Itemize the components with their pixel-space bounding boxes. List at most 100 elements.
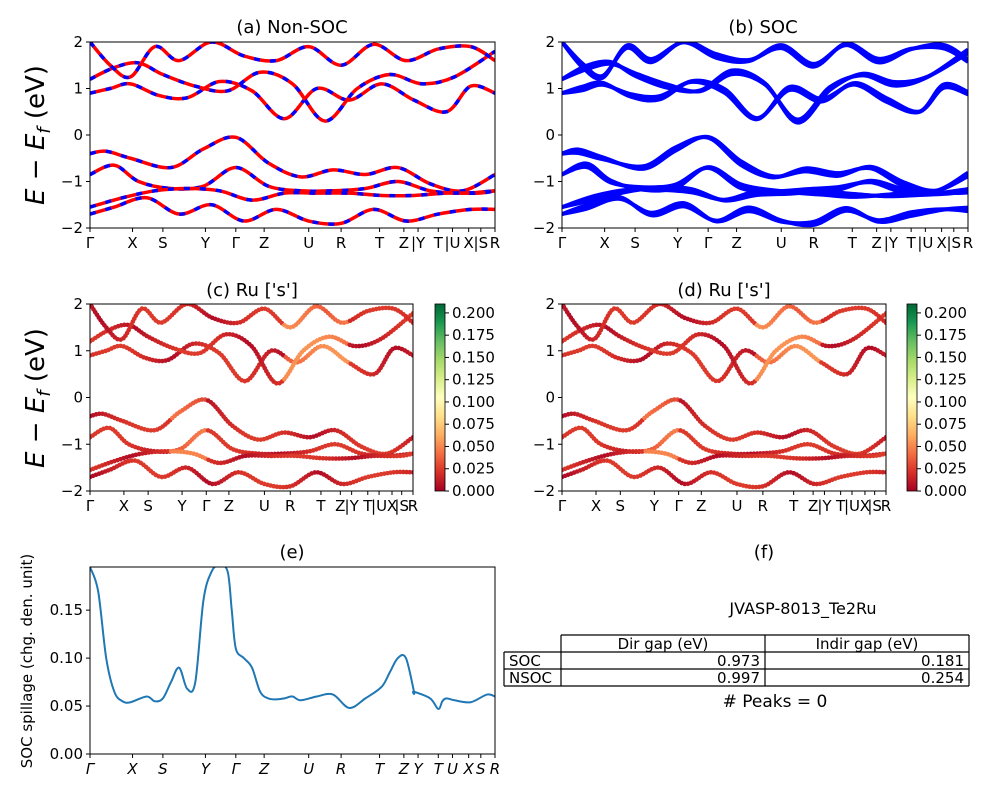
projection-point bbox=[759, 453, 764, 459]
projection-point bbox=[265, 453, 271, 459]
projection-point bbox=[323, 456, 329, 461]
projection-point bbox=[202, 428, 208, 433]
projection-point bbox=[803, 456, 809, 461]
projection-point bbox=[165, 448, 171, 454]
projection-point bbox=[755, 453, 761, 459]
projection-point bbox=[807, 456, 812, 461]
panel-c-ytick-label: 1 bbox=[73, 342, 83, 360]
projection-point bbox=[343, 456, 348, 461]
projection-point bbox=[269, 348, 275, 353]
panel-d-xtick-label: R bbox=[758, 497, 768, 515]
projection-point bbox=[727, 453, 732, 458]
projection-point bbox=[633, 449, 639, 454]
table-row-label: NSOC bbox=[509, 669, 552, 687]
colorbar-tick-label: 0.025 bbox=[924, 460, 967, 478]
projection-point bbox=[375, 453, 381, 459]
band-line-c3 bbox=[90, 42, 495, 80]
projection-point bbox=[601, 458, 607, 463]
panel-e-frame bbox=[89, 566, 496, 755]
projection-point bbox=[883, 470, 886, 475]
table-header-dir: Dir gap (eV) bbox=[618, 635, 709, 653]
panel-b-ytick-label: −2 bbox=[533, 219, 555, 237]
panel-d-title: (d) Ru ['s'] bbox=[677, 280, 770, 301]
panel-d-points bbox=[562, 304, 886, 490]
panel-e: (e) 0.000.050.100.15Γ X S Y Γ Z U R T Z Y T U X S R SOC… bbox=[18, 542, 500, 778]
panel-b-xtick-label: |Y bbox=[884, 234, 899, 252]
panel-a-xtick-label: |U bbox=[444, 234, 460, 252]
projection-point bbox=[353, 343, 359, 349]
colorbar-tick-label: 0.000 bbox=[924, 482, 967, 500]
panel-a-ytick-label: 2 bbox=[73, 33, 83, 51]
peaks-count: # Peaks = 0 bbox=[723, 692, 828, 712]
projection-point bbox=[739, 453, 745, 459]
panel-c-xtick-label: Γ bbox=[86, 497, 95, 515]
colorbar-tick-label: 0.100 bbox=[924, 393, 967, 411]
projection-point bbox=[340, 456, 345, 461]
panel-d-xtick-label: |Y bbox=[817, 497, 832, 515]
colorbar-tick-label: 0.175 bbox=[924, 326, 967, 344]
soc-band-v3-1 bbox=[562, 187, 968, 209]
panel-c-xtick-label: T bbox=[315, 497, 326, 515]
projection-point bbox=[312, 470, 318, 475]
panel-e-title: (e) bbox=[279, 542, 304, 563]
panel-a-xtick-label: Y bbox=[200, 234, 211, 252]
colorbar-tick-label: 0.125 bbox=[924, 371, 967, 389]
panel-c-xtick-label: |Y bbox=[345, 497, 360, 515]
panel-a-xtick-label: |S bbox=[474, 234, 489, 252]
projection-point bbox=[762, 453, 767, 459]
projection-point bbox=[262, 453, 268, 459]
projection-point bbox=[794, 456, 799, 461]
projection-point bbox=[861, 453, 867, 459]
panel-d-xtick-label: X bbox=[860, 497, 870, 515]
projection-point bbox=[372, 453, 377, 459]
table-row-label: SOC bbox=[509, 652, 541, 670]
panel-a-xtick-label: R bbox=[490, 234, 500, 252]
panel-c-xtick-label: Z bbox=[335, 497, 345, 515]
panel-d-xtick-label: Z bbox=[696, 497, 706, 515]
panel-c-xtick-label: X bbox=[119, 497, 129, 515]
panel-c-points bbox=[90, 304, 413, 490]
panel-d-ytick-label: −1 bbox=[533, 435, 555, 453]
projection-point bbox=[330, 456, 335, 461]
projection-point bbox=[253, 453, 258, 458]
panel-d-xtick-label: X bbox=[591, 497, 601, 515]
panel-d-colorbar: 0.000 0.025 0.050 0.075 0.100 0.125 0.150 0.175… bbox=[906, 303, 967, 500]
colorbar-tick-label: 0.200 bbox=[924, 304, 967, 322]
band-dash-c3 bbox=[90, 42, 495, 80]
projection-point bbox=[129, 458, 135, 463]
projection-point bbox=[394, 469, 400, 475]
panel-e-xtick-label: U bbox=[447, 760, 458, 778]
panel-a-xtick-label: T bbox=[433, 234, 444, 252]
projection-point bbox=[630, 449, 636, 454]
band-line-v1 bbox=[90, 135, 495, 193]
projection-point bbox=[810, 456, 815, 461]
panel-c-xtick-label: R bbox=[408, 497, 418, 515]
panel-e-xtick-label: S bbox=[476, 760, 486, 778]
table-cell-dir: 0.973 bbox=[717, 652, 760, 670]
projection-point bbox=[172, 449, 177, 454]
panel-c-xtick-label: |S bbox=[394, 497, 409, 515]
panel-b-xtick-label: Z bbox=[872, 234, 882, 252]
projection-point bbox=[880, 469, 886, 475]
projection-point bbox=[246, 453, 252, 458]
band-dash-c1 bbox=[90, 79, 495, 121]
soc-band-c1-1 bbox=[562, 78, 968, 121]
panel-b-ytick-label: 2 bbox=[545, 33, 555, 51]
soc-band-v1-1 bbox=[562, 134, 968, 193]
projection-point bbox=[410, 451, 413, 456]
band-dash-v4 bbox=[90, 195, 495, 226]
panel-c-ytick-label: 2 bbox=[73, 295, 83, 313]
panel-b-xtick-label: U bbox=[776, 234, 787, 252]
projection-point bbox=[291, 453, 297, 459]
projection-point bbox=[259, 453, 265, 458]
panel-f-title: (f) bbox=[754, 542, 774, 563]
projection-point bbox=[329, 427, 334, 433]
projection-point bbox=[723, 453, 729, 458]
projection-point bbox=[215, 460, 220, 466]
panel-d-xtick-label: Z bbox=[808, 497, 818, 515]
colorbar-tick-label: 0.050 bbox=[924, 437, 967, 455]
